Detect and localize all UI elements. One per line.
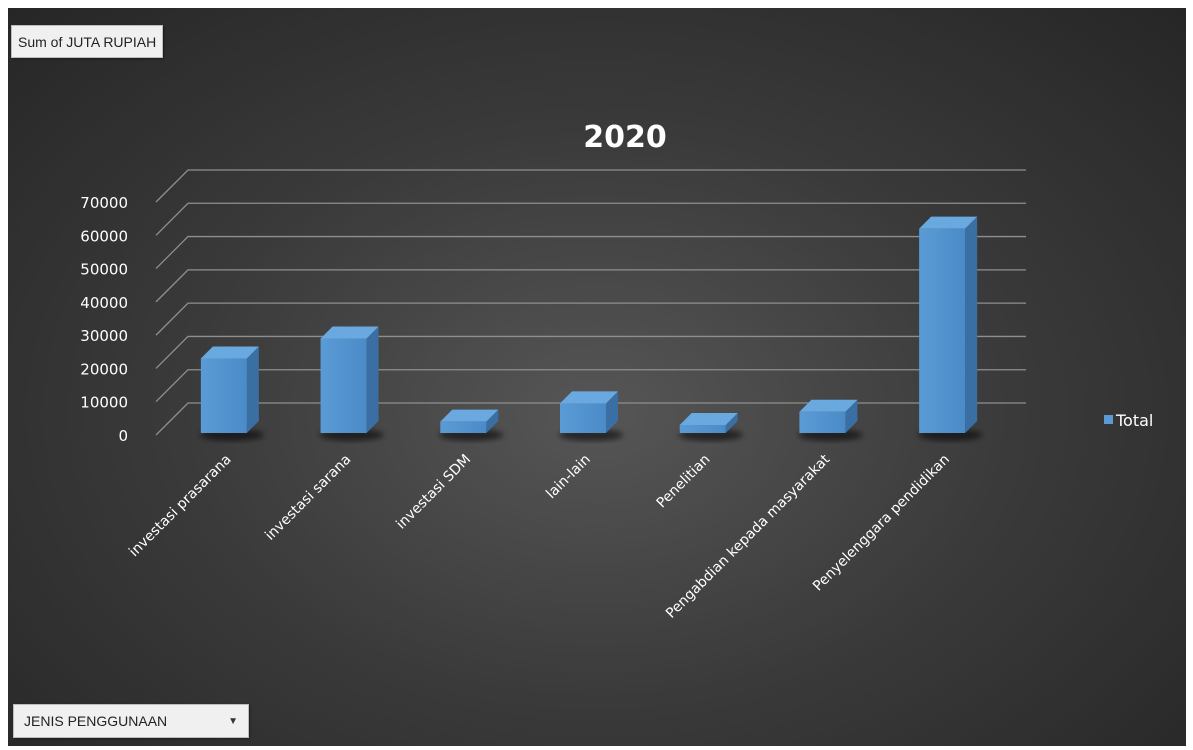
gridline	[155, 169, 1026, 203]
gridline	[155, 235, 1026, 270]
bar-side	[965, 216, 978, 433]
bar-top	[200, 346, 259, 359]
chart-area: 2020 0 10000 20000 30000 40000 50000 60000 7000…	[8, 8, 1186, 746]
chart-svg: 2020 0 10000 20000 30000 40000 50000 60000 7000…	[80, 120, 1153, 622]
y-tick-label: 60000	[80, 227, 128, 245]
bar	[439, 409, 504, 441]
bar-front	[560, 403, 606, 433]
bar-top	[679, 413, 738, 426]
chevron-down-icon: ▼	[228, 715, 238, 727]
value-field-label: Sum of JUTA RUPIAH	[18, 33, 157, 50]
y-tick-label: 0	[118, 427, 128, 445]
gridline	[155, 369, 1026, 403]
value-field-button[interactable]: Sum of JUTA RUPIAH	[11, 25, 164, 58]
gridline	[155, 302, 1026, 336]
x-tick-label: Penyelenggara pendidikan	[810, 452, 953, 595]
axis-field-button[interactable]: JENIS PENGGUNAAN ▼	[13, 704, 249, 738]
bar-side	[845, 399, 858, 433]
axis-field-label: JENIS PENGGUNAAN	[24, 713, 168, 729]
y-tick-label: 40000	[80, 294, 128, 312]
bar-front	[320, 338, 367, 433]
gridline	[155, 402, 1026, 436]
gridline	[155, 269, 1026, 303]
bar	[558, 391, 624, 441]
bar	[319, 326, 384, 441]
x-tick-label: Penelitian	[654, 452, 714, 512]
bar-side	[366, 326, 379, 433]
gridline	[155, 335, 1026, 369]
bar-front	[919, 228, 966, 433]
bar-side	[606, 391, 618, 433]
legend: Total	[1104, 411, 1153, 430]
chart-title: 2020	[583, 120, 667, 155]
bar-top	[440, 409, 499, 422]
bar-side	[725, 413, 738, 433]
gridline	[155, 202, 1026, 236]
y-axis: 0 10000 20000 30000 40000 50000 60000 70000	[80, 194, 128, 445]
y-tick-label: 70000	[80, 194, 128, 212]
y-tick-label: 50000	[80, 261, 128, 279]
x-tick-label: investasi SDM	[393, 452, 474, 533]
bar-top	[799, 399, 858, 412]
y-tick-label: 30000	[80, 327, 128, 345]
y-tick-label: 20000	[80, 360, 128, 378]
bar-front	[679, 425, 726, 433]
gridlines	[155, 169, 1026, 436]
bar-front	[440, 421, 487, 433]
bar-side	[486, 409, 499, 433]
bar-top	[919, 216, 978, 229]
bars	[199, 216, 983, 441]
x-axis: investasi prasarana investasi sarana inves…	[126, 451, 953, 622]
x-tick-label: investasi prasarana	[126, 452, 235, 561]
bar-top	[320, 326, 379, 339]
y-tick-label: 10000	[80, 394, 128, 412]
bar	[199, 346, 265, 441]
legend-swatch	[1104, 415, 1113, 424]
bar-front	[200, 358, 247, 433]
bar-top	[560, 391, 618, 404]
x-tick-label: lain-lain	[543, 452, 594, 503]
legend-label: Total	[1115, 411, 1153, 430]
bar	[917, 216, 983, 441]
bar-front	[799, 411, 846, 433]
bar	[798, 399, 863, 441]
bar	[678, 413, 743, 441]
bar-side	[246, 346, 259, 433]
x-tick-label: investasi sarana	[262, 452, 354, 544]
